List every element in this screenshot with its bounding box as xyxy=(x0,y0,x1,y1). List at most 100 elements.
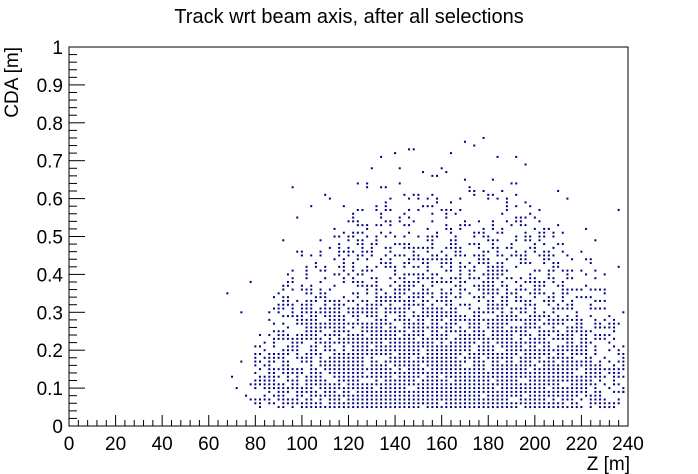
data-point xyxy=(445,402,448,405)
data-point xyxy=(272,337,275,340)
data-point xyxy=(519,326,522,329)
data-point xyxy=(422,288,425,291)
data-point xyxy=(445,246,448,249)
data-point xyxy=(277,394,280,397)
data-point xyxy=(300,390,303,393)
data-point xyxy=(477,243,480,246)
data-point xyxy=(394,341,397,344)
data-point xyxy=(384,296,387,299)
data-point xyxy=(342,356,345,359)
data-point xyxy=(408,326,411,329)
data-point xyxy=(403,288,406,291)
data-point xyxy=(473,398,476,401)
data-point xyxy=(352,334,355,337)
data-point xyxy=(552,262,555,265)
data-point xyxy=(361,352,364,355)
data-point xyxy=(505,197,508,200)
data-point xyxy=(431,337,434,340)
data-point xyxy=(356,387,359,390)
data-point xyxy=(366,250,369,253)
data-point xyxy=(440,390,443,393)
data-point xyxy=(501,364,504,367)
data-point xyxy=(426,288,429,291)
data-point xyxy=(519,398,522,401)
data-point xyxy=(296,398,299,401)
data-point xyxy=(594,402,597,405)
data-point xyxy=(296,341,299,344)
data-point xyxy=(394,152,397,155)
data-point xyxy=(333,387,336,390)
data-point xyxy=(398,402,401,405)
data-point xyxy=(491,280,494,283)
data-point xyxy=(375,371,378,374)
data-point xyxy=(422,360,425,363)
data-point xyxy=(384,330,387,333)
data-point xyxy=(338,375,341,378)
data-point xyxy=(566,364,569,367)
data-point xyxy=(328,315,331,318)
data-point xyxy=(384,390,387,393)
data-point xyxy=(552,360,555,363)
data-point xyxy=(487,387,490,390)
data-point xyxy=(603,356,606,359)
data-point xyxy=(436,311,439,314)
data-point xyxy=(547,258,550,261)
data-point xyxy=(436,307,439,310)
data-point xyxy=(571,334,574,337)
data-point xyxy=(380,186,383,189)
data-point xyxy=(622,352,625,355)
data-point xyxy=(426,349,429,352)
data-point xyxy=(422,402,425,405)
data-point xyxy=(561,352,564,355)
data-point xyxy=(449,303,452,306)
data-point xyxy=(473,315,476,318)
data-point xyxy=(468,243,471,246)
data-point xyxy=(482,368,485,371)
data-point xyxy=(319,292,322,295)
data-point xyxy=(310,375,313,378)
data-point xyxy=(580,379,583,382)
data-point xyxy=(380,334,383,337)
data-point xyxy=(543,258,546,261)
data-point xyxy=(501,406,504,409)
data-point xyxy=(473,243,476,246)
data-point xyxy=(324,311,327,314)
data-point xyxy=(613,371,616,374)
data-point xyxy=(375,318,378,321)
data-point xyxy=(361,349,364,352)
data-point xyxy=(342,364,345,367)
data-point xyxy=(613,337,616,340)
data-point xyxy=(599,398,602,401)
data-point xyxy=(263,356,266,359)
data-point xyxy=(445,368,448,371)
data-point xyxy=(552,299,555,302)
data-point xyxy=(389,349,392,352)
data-point xyxy=(319,296,322,299)
data-point xyxy=(328,197,331,200)
data-point xyxy=(482,345,485,348)
data-point xyxy=(571,345,574,348)
data-point xyxy=(352,277,355,280)
data-point xyxy=(422,205,425,208)
data-point xyxy=(263,364,266,367)
data-point xyxy=(375,277,378,280)
data-point xyxy=(589,398,592,401)
data-point xyxy=(477,345,480,348)
data-point xyxy=(384,337,387,340)
data-point xyxy=(463,375,466,378)
data-point xyxy=(347,322,350,325)
data-point xyxy=(445,387,448,390)
data-point xyxy=(575,368,578,371)
data-point xyxy=(426,341,429,344)
data-point xyxy=(431,303,434,306)
data-point xyxy=(366,292,369,295)
data-point xyxy=(384,307,387,310)
data-point xyxy=(422,337,425,340)
data-point xyxy=(594,322,597,325)
data-point xyxy=(398,288,401,291)
data-point xyxy=(310,356,313,359)
data-point xyxy=(547,394,550,397)
data-point xyxy=(426,311,429,314)
data-point xyxy=(361,402,364,405)
data-point xyxy=(324,349,327,352)
